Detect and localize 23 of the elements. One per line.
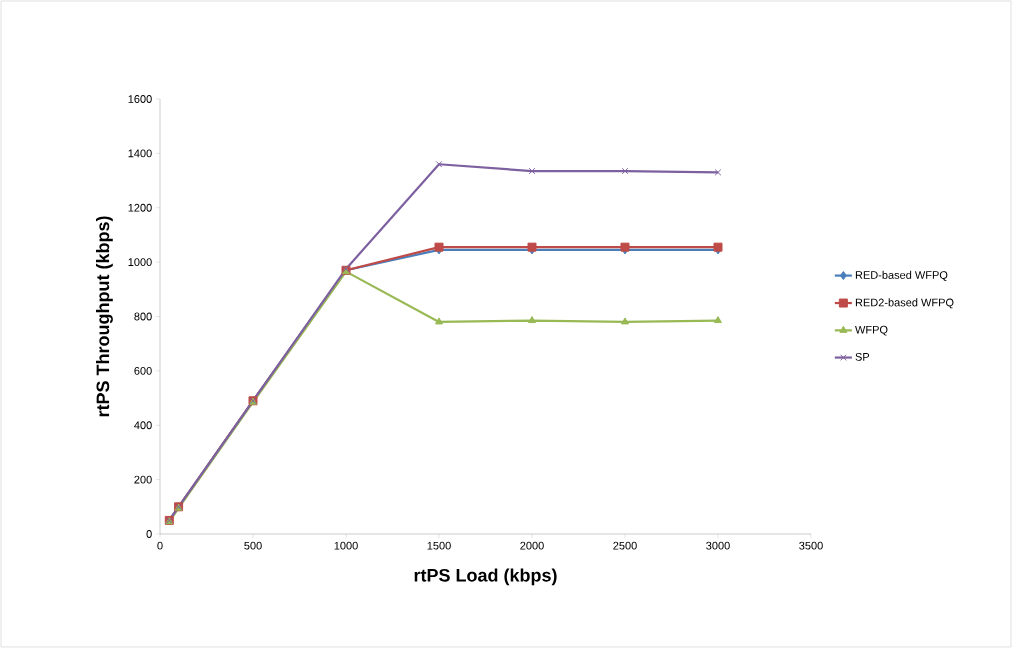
x-axis-title: rtPS Load (kbps) — [414, 568, 557, 586]
legend-label: WFPQ — [855, 325, 888, 336]
y-tick-label: 1600 — [128, 95, 152, 103]
y-tick-label: 1200 — [128, 203, 152, 212]
x-tick-label: 500 — [244, 541, 262, 550]
y-tick-label: 400 — [134, 421, 152, 430]
x-tick-label: 0 — [157, 541, 163, 550]
y-tick-label: 200 — [134, 475, 152, 484]
y-tick-label: 800 — [134, 312, 152, 321]
x-tick-label: 3000 — [706, 541, 730, 550]
x-tick-label: 2500 — [613, 541, 637, 550]
x-tick-label: 3500 — [799, 541, 823, 550]
x-tick-label: 1500 — [427, 541, 451, 550]
y-tick-label: 0 — [146, 530, 152, 538]
legend-label: SP — [855, 352, 870, 361]
legend-label: RED2-based WFPQ — [855, 298, 954, 309]
x-tick-label: 1000 — [334, 541, 358, 550]
y-axis-title: rtPS Throughput (kbps) — [96, 216, 113, 417]
y-tick-label: 600 — [134, 366, 152, 375]
x-tick-label: 2000 — [520, 541, 544, 550]
legend-label: RED-based WFPQ — [855, 270, 948, 281]
y-tick-label: 1400 — [128, 149, 152, 158]
y-tick-label: 1000 — [128, 258, 152, 267]
